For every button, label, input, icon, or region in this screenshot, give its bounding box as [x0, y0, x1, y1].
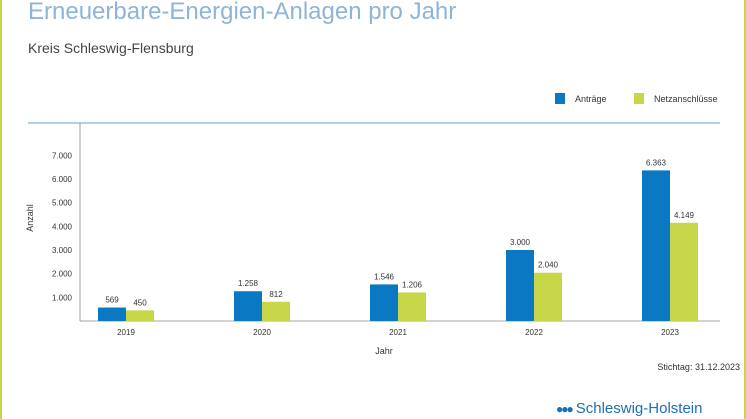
bar: [398, 292, 426, 321]
y-tick-label: 5.000: [52, 199, 73, 208]
y-tick-label: 4.000: [52, 222, 73, 231]
chart-title: Erneuerbare-Energien-Anlagen pro Jahr: [28, 0, 457, 25]
y-tick-label: 7.000: [52, 151, 73, 160]
y-tick-label: 2.000: [52, 270, 73, 279]
legend-label: Anträge: [575, 93, 607, 104]
data-label: 450: [133, 298, 147, 307]
bar: [370, 284, 398, 321]
bar: [642, 170, 670, 321]
bar: [126, 310, 154, 321]
x-tick-label: 2023: [661, 328, 679, 337]
bar: [262, 301, 290, 321]
legend-swatch: [555, 93, 565, 104]
legend-item-antraege: Anträge: [555, 93, 607, 104]
data-label: 4.149: [674, 211, 695, 220]
chart-subtitle: Kreis Schleswig-Flensburg: [28, 40, 194, 56]
y-tick-label: 1.000: [52, 293, 73, 302]
legend-label: Netzanschlüsse: [654, 93, 718, 104]
logo: ●●● Schleswig-Holstein: [556, 400, 702, 417]
stichtag: Stichtag: 31.12.2023: [657, 362, 740, 372]
legend-swatch: [634, 93, 644, 104]
logo-text: Schleswig-Holstein: [575, 400, 703, 417]
x-tick-label: 2021: [389, 328, 407, 337]
bar: [234, 291, 262, 321]
data-label: 812: [269, 290, 283, 299]
bar: [98, 307, 126, 321]
x-tick-label: 2020: [253, 328, 271, 337]
x-tick-label: 2022: [525, 328, 543, 337]
legend-item-netzanschluesse: Netzanschlüsse: [634, 93, 718, 104]
x-tick-label: 2019: [117, 328, 135, 337]
y-tick-label: 3.000: [52, 246, 73, 255]
bar: [534, 272, 562, 321]
x-axis-label: Jahr: [375, 346, 393, 356]
logo-figures-icon: ●●●: [556, 401, 574, 416]
data-label: 569: [105, 296, 119, 305]
data-label: 1.206: [402, 280, 423, 289]
y-axis-label: Anzahl: [25, 204, 35, 232]
data-label: 2.040: [538, 261, 559, 270]
data-label: 6.363: [646, 158, 667, 167]
bar: [670, 222, 698, 321]
bar: [506, 249, 534, 321]
data-label: 3.000: [510, 238, 531, 247]
data-label: 1.546: [374, 272, 395, 281]
data-label: 1.258: [238, 279, 259, 288]
y-tick-label: 6.000: [52, 175, 73, 184]
